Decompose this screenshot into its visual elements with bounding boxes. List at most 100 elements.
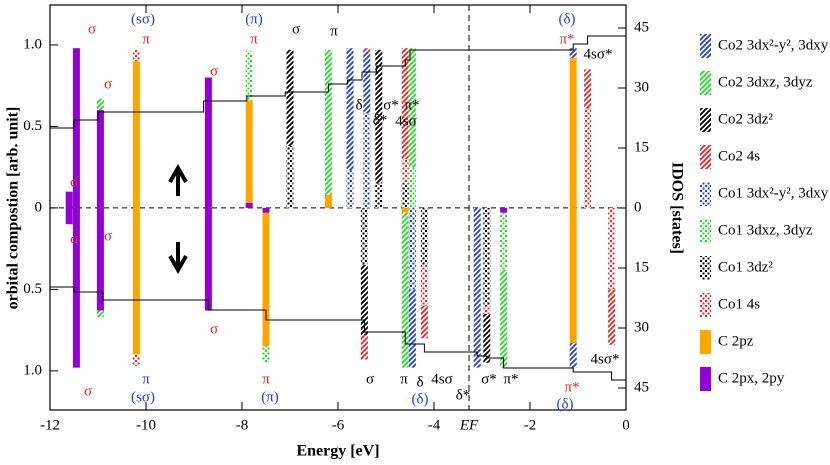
- bar-segment: [584, 108, 592, 208]
- idos-line: [50, 286, 626, 381]
- bar-segment: [132, 61, 140, 208]
- bar-segment: [375, 183, 383, 208]
- bar-segment: [286, 145, 294, 208]
- bar-segment: [375, 49, 383, 184]
- bar-segment: [360, 207, 368, 265]
- bar-segment: [132, 354, 140, 366]
- annotation: σ*: [481, 371, 497, 387]
- bar-segment: [96, 110, 104, 208]
- bar-segment: [96, 98, 104, 111]
- y-axis-label: orbital compostion [arb. unit]: [5, 107, 22, 310]
- legend-label: Co2 4s: [718, 148, 760, 164]
- bar-segment: [483, 313, 491, 363]
- bar-segment: [96, 207, 104, 311]
- annotation: (δ): [558, 11, 575, 27]
- x-tick-label: -4: [428, 417, 441, 433]
- bar-segment: [262, 346, 270, 363]
- legend-swatch: [700, 145, 711, 169]
- bar-segment: [132, 207, 140, 355]
- y-tick-label: 0.5: [23, 118, 42, 134]
- y2-tick-label: 15: [634, 259, 649, 275]
- y2-axis-label: IDOS [states]: [668, 162, 685, 254]
- spin-up-arrow: [168, 163, 188, 196]
- annotation: σ: [88, 21, 96, 37]
- x-axis-label: Energy [eV]: [296, 443, 379, 460]
- bar-segment: [500, 207, 508, 213]
- bar-segment: [483, 207, 491, 306]
- bar-segment: [324, 194, 332, 208]
- bar-segment: [262, 207, 270, 213]
- bar-segment: [408, 48, 416, 168]
- bar-segment: [262, 212, 270, 347]
- bar-segment: [132, 49, 140, 62]
- bar-segment: [420, 305, 428, 339]
- annotation: σ*: [383, 97, 399, 113]
- bar-segment: [483, 305, 491, 314]
- legend-label: Co1 3dz²: [718, 259, 773, 275]
- legend-label: Co2 3dxz, 3dyz: [718, 74, 813, 90]
- annotation: σ: [104, 76, 112, 92]
- y2-tick-label: 45: [634, 379, 649, 395]
- spin-down-arrow: [168, 242, 188, 275]
- bar-segment: [286, 49, 294, 146]
- x-tick-label: -10: [136, 417, 156, 433]
- annotation: π: [142, 371, 150, 387]
- bar-segment: [363, 48, 371, 52]
- bar-segment: [401, 48, 409, 160]
- bar-segment: [346, 48, 354, 171]
- idos-line: [50, 35, 626, 129]
- legend-label: Co1 3dx²-y², 3dxy: [718, 185, 829, 201]
- annotation: σ: [292, 21, 300, 37]
- y2-tick-label: 0: [634, 199, 642, 215]
- y-tick-label: 0: [35, 199, 43, 215]
- x-tick-label: 0: [622, 417, 630, 433]
- bar-segment: [245, 203, 253, 208]
- annotation: δ*: [373, 112, 388, 128]
- annotation: δ: [416, 374, 423, 390]
- legend-swatch: [700, 293, 711, 317]
- annotation: π*: [559, 31, 574, 47]
- bar-segment: [360, 335, 368, 360]
- bar-segment: [473, 207, 481, 368]
- bar-segment: [584, 69, 592, 109]
- annotation: (δ): [411, 391, 428, 407]
- bar-segment: [245, 51, 253, 101]
- legend-label: C 2px, 2py: [718, 370, 785, 386]
- annotation: π*: [564, 379, 579, 395]
- annotation: π*: [503, 371, 518, 387]
- annotation: (sσ): [131, 389, 155, 405]
- annotation: π*: [404, 97, 419, 113]
- bar-segment: [360, 264, 368, 336]
- bar-segment: [363, 51, 371, 114]
- bar-segment: [420, 264, 428, 306]
- x-tick-label: -12: [40, 417, 60, 433]
- annotation: δ: [355, 97, 362, 113]
- legend-swatch: [700, 71, 711, 95]
- bar-segment: [245, 100, 253, 204]
- bar-segment: [324, 49, 332, 195]
- annotation: π: [262, 371, 270, 387]
- bar-segment: [608, 289, 616, 345]
- bar-segment: [408, 207, 416, 290]
- bar-segment: [569, 48, 577, 58]
- y2-tick-label: 15: [634, 139, 649, 155]
- legend-swatch: [700, 256, 711, 280]
- y2-tick-label: 30: [634, 79, 649, 95]
- annotation: 4sσ*: [591, 351, 620, 367]
- bar-segment: [363, 113, 371, 208]
- bar-segment: [500, 269, 508, 368]
- annotation: 4sσ*: [584, 46, 613, 62]
- bar-segment: [72, 48, 80, 208]
- bar-segment: [401, 207, 409, 213]
- legend-swatch: [700, 108, 711, 132]
- annotation: σ: [84, 383, 92, 399]
- annotation: σ: [210, 321, 218, 337]
- legend-label: C 2pz: [718, 333, 754, 349]
- annotation: (δ): [556, 396, 573, 412]
- legend-label: Co2 3dx²-y², 3dxy: [718, 37, 829, 53]
- annotation: σ: [70, 231, 78, 247]
- legend-label: Co1 3dxz, 3dyz: [718, 222, 813, 238]
- bar-segment: [408, 167, 416, 208]
- y2-tick-label: 30: [634, 319, 649, 335]
